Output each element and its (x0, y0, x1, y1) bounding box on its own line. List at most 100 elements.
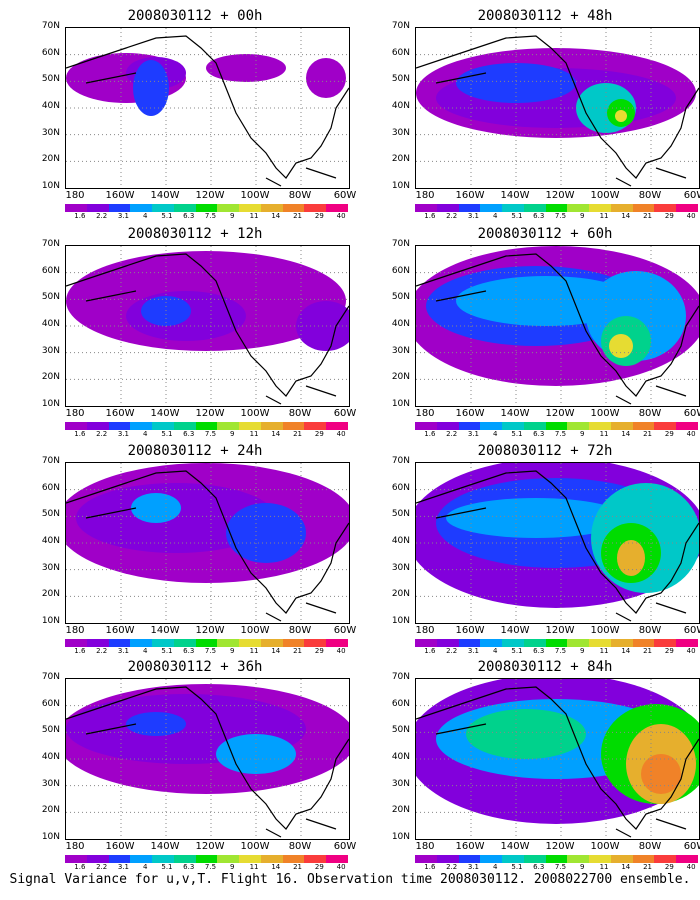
variance-field (66, 463, 349, 623)
lat-tick-label: 10N (41, 399, 60, 409)
colorbar-swatch (282, 422, 305, 430)
coastline (66, 253, 349, 405)
colorbar-tick-label: 7.5 (204, 647, 217, 655)
colorbar-swatch (173, 639, 196, 647)
lon-tick-label: 120W (195, 841, 225, 852)
lat-tick-label: 70N (41, 239, 60, 249)
colorbar-tick-label: 29 (314, 212, 324, 220)
lon-tick-label: 160W (455, 841, 485, 852)
lon-tick-label: 180 (415, 625, 435, 636)
lon-tick-label: 100W (240, 841, 270, 852)
colorbar-tick-label: 5.1 (161, 863, 173, 871)
colorbar-ticks: 1.6 2.2 3.1 4 5.1 6.3 7.5 9 11 14 21 29 40 (65, 430, 348, 439)
colorbar-swatch (458, 639, 481, 647)
colorbar (65, 855, 348, 863)
colorbar-tick-label: 40 (686, 212, 696, 220)
lon-tick-label: 120W (195, 625, 225, 636)
lat-tick-label: 60N (391, 265, 410, 276)
colorbar-swatch (152, 639, 174, 647)
colorbar-tick-label: 14 (271, 647, 281, 655)
colorbar-tick-label: 3.1 (467, 212, 479, 220)
colorbar-swatch (195, 204, 218, 212)
lat-tick-label: 70N (41, 672, 60, 682)
colorbar-tick-label: 2.2 (446, 863, 458, 871)
map-panel: 2008030112 + 48h 10N 20N 30N 40N 50N 60N 70N 180… (380, 2, 700, 220)
colorbar-swatch (545, 204, 568, 212)
lon-tick-label: 60W (683, 625, 700, 636)
colorbar-swatch (436, 855, 459, 863)
lon-tick-label: 80W (638, 190, 662, 201)
lon-tick-label: 120W (545, 841, 575, 852)
colorbar-swatch (589, 422, 611, 430)
colorbar-swatch (130, 422, 153, 430)
colorbar-tick-label: 7.5 (554, 863, 567, 871)
lat-tick-label: 20N (391, 805, 410, 816)
lon-tick-label: 120W (195, 408, 225, 419)
lon-tick-label: 180 (415, 841, 435, 852)
colorbar-tick-label: 11 (599, 430, 609, 438)
colorbar-swatch (239, 639, 261, 647)
lat-tick-label: 50N (41, 292, 60, 303)
colorbar-swatch (545, 639, 568, 647)
colorbar-ticks: 1.6 2.2 3.1 4 5.1 6.3 7.5 9 11 14 21 29 40 (415, 212, 698, 221)
colorbar-swatch (415, 855, 437, 863)
colorbar-swatch (65, 422, 87, 430)
map-panel: 2008030112 + 72h 10N 20N 30N 40N 50N 60N 70N 180… (380, 437, 700, 655)
colorbar-swatch (326, 204, 348, 212)
coastline (416, 253, 699, 405)
colorbar-swatch (654, 422, 677, 430)
lon-tick-label: 140W (150, 408, 180, 419)
colorbar-swatch (632, 855, 655, 863)
lat-tick-label: 30N (41, 778, 60, 789)
colorbar-tick-label: 40 (686, 430, 696, 438)
map-area (415, 678, 700, 840)
lon-tick-label: 100W (240, 625, 270, 636)
lon-tick-label: 100W (590, 190, 620, 201)
colorbar-tick-label: 14 (271, 430, 281, 438)
colorbar (415, 422, 698, 430)
colorbar-tick-label: 1.6 (74, 430, 86, 438)
lat-tick-label: 10N (41, 181, 60, 191)
colorbar-tick-label: 3.1 (117, 430, 129, 438)
lon-tick-label: 120W (195, 190, 225, 201)
colorbar-tick-label: 6.3 (533, 863, 545, 871)
lon-tick-label: 120W (545, 190, 575, 201)
variance-contour (617, 540, 645, 576)
variance-field (416, 679, 699, 839)
map-panel: 2008030112 + 12h 10N 20N 30N 40N 50N 60N 70N 180… (30, 220, 360, 438)
colorbar-tick-label: 2.2 (96, 430, 108, 438)
variance-field (416, 246, 699, 406)
panel-title: 2008030112 + 72h (477, 443, 613, 459)
colorbar (65, 204, 348, 212)
colorbar-tick-label: 5.1 (161, 212, 173, 220)
colorbar-swatch (676, 422, 698, 430)
lat-tick-label: 40N (391, 536, 410, 546)
lon-tick-label: 100W (590, 625, 620, 636)
colorbar-swatch (523, 204, 546, 212)
lat-tick-label: 60N (41, 265, 60, 276)
lon-tick-label: 180 (415, 190, 435, 201)
colorbar-swatch (282, 639, 305, 647)
lat-tick-label: 50N (41, 509, 60, 520)
colorbar-swatch (502, 639, 524, 647)
colorbar-tick-label: 29 (664, 863, 674, 871)
variance-field (66, 679, 349, 839)
lat-tick-label: 40N (41, 536, 60, 546)
colorbar-tick-label: 2.2 (96, 212, 108, 220)
colorbar-tick-label: 1.6 (424, 212, 436, 220)
coastline (66, 470, 349, 622)
colorbar-swatch (130, 855, 153, 863)
colorbar-tick-label: 5.1 (511, 647, 523, 655)
colorbar-swatch (217, 204, 240, 212)
map-panel: 2008030112 + 84h 10N 20N 30N 40N 50N 60N 70N 180… (380, 653, 700, 871)
lat-tick-label: 30N (391, 345, 410, 356)
map-area (65, 245, 350, 407)
lat-tick-label: 40N (391, 101, 410, 111)
colorbar-tick-label: 29 (664, 212, 674, 220)
colorbar-tick-label: 4 (142, 647, 148, 655)
colorbar-swatch (654, 204, 677, 212)
colorbar-swatch (260, 639, 283, 647)
colorbar-tick-label: 4 (142, 430, 148, 438)
colorbar-ticks: 1.6 2.2 3.1 4 5.1 6.3 7.5 9 11 14 21 29 40 (65, 863, 348, 872)
colorbar-swatch (480, 639, 503, 647)
